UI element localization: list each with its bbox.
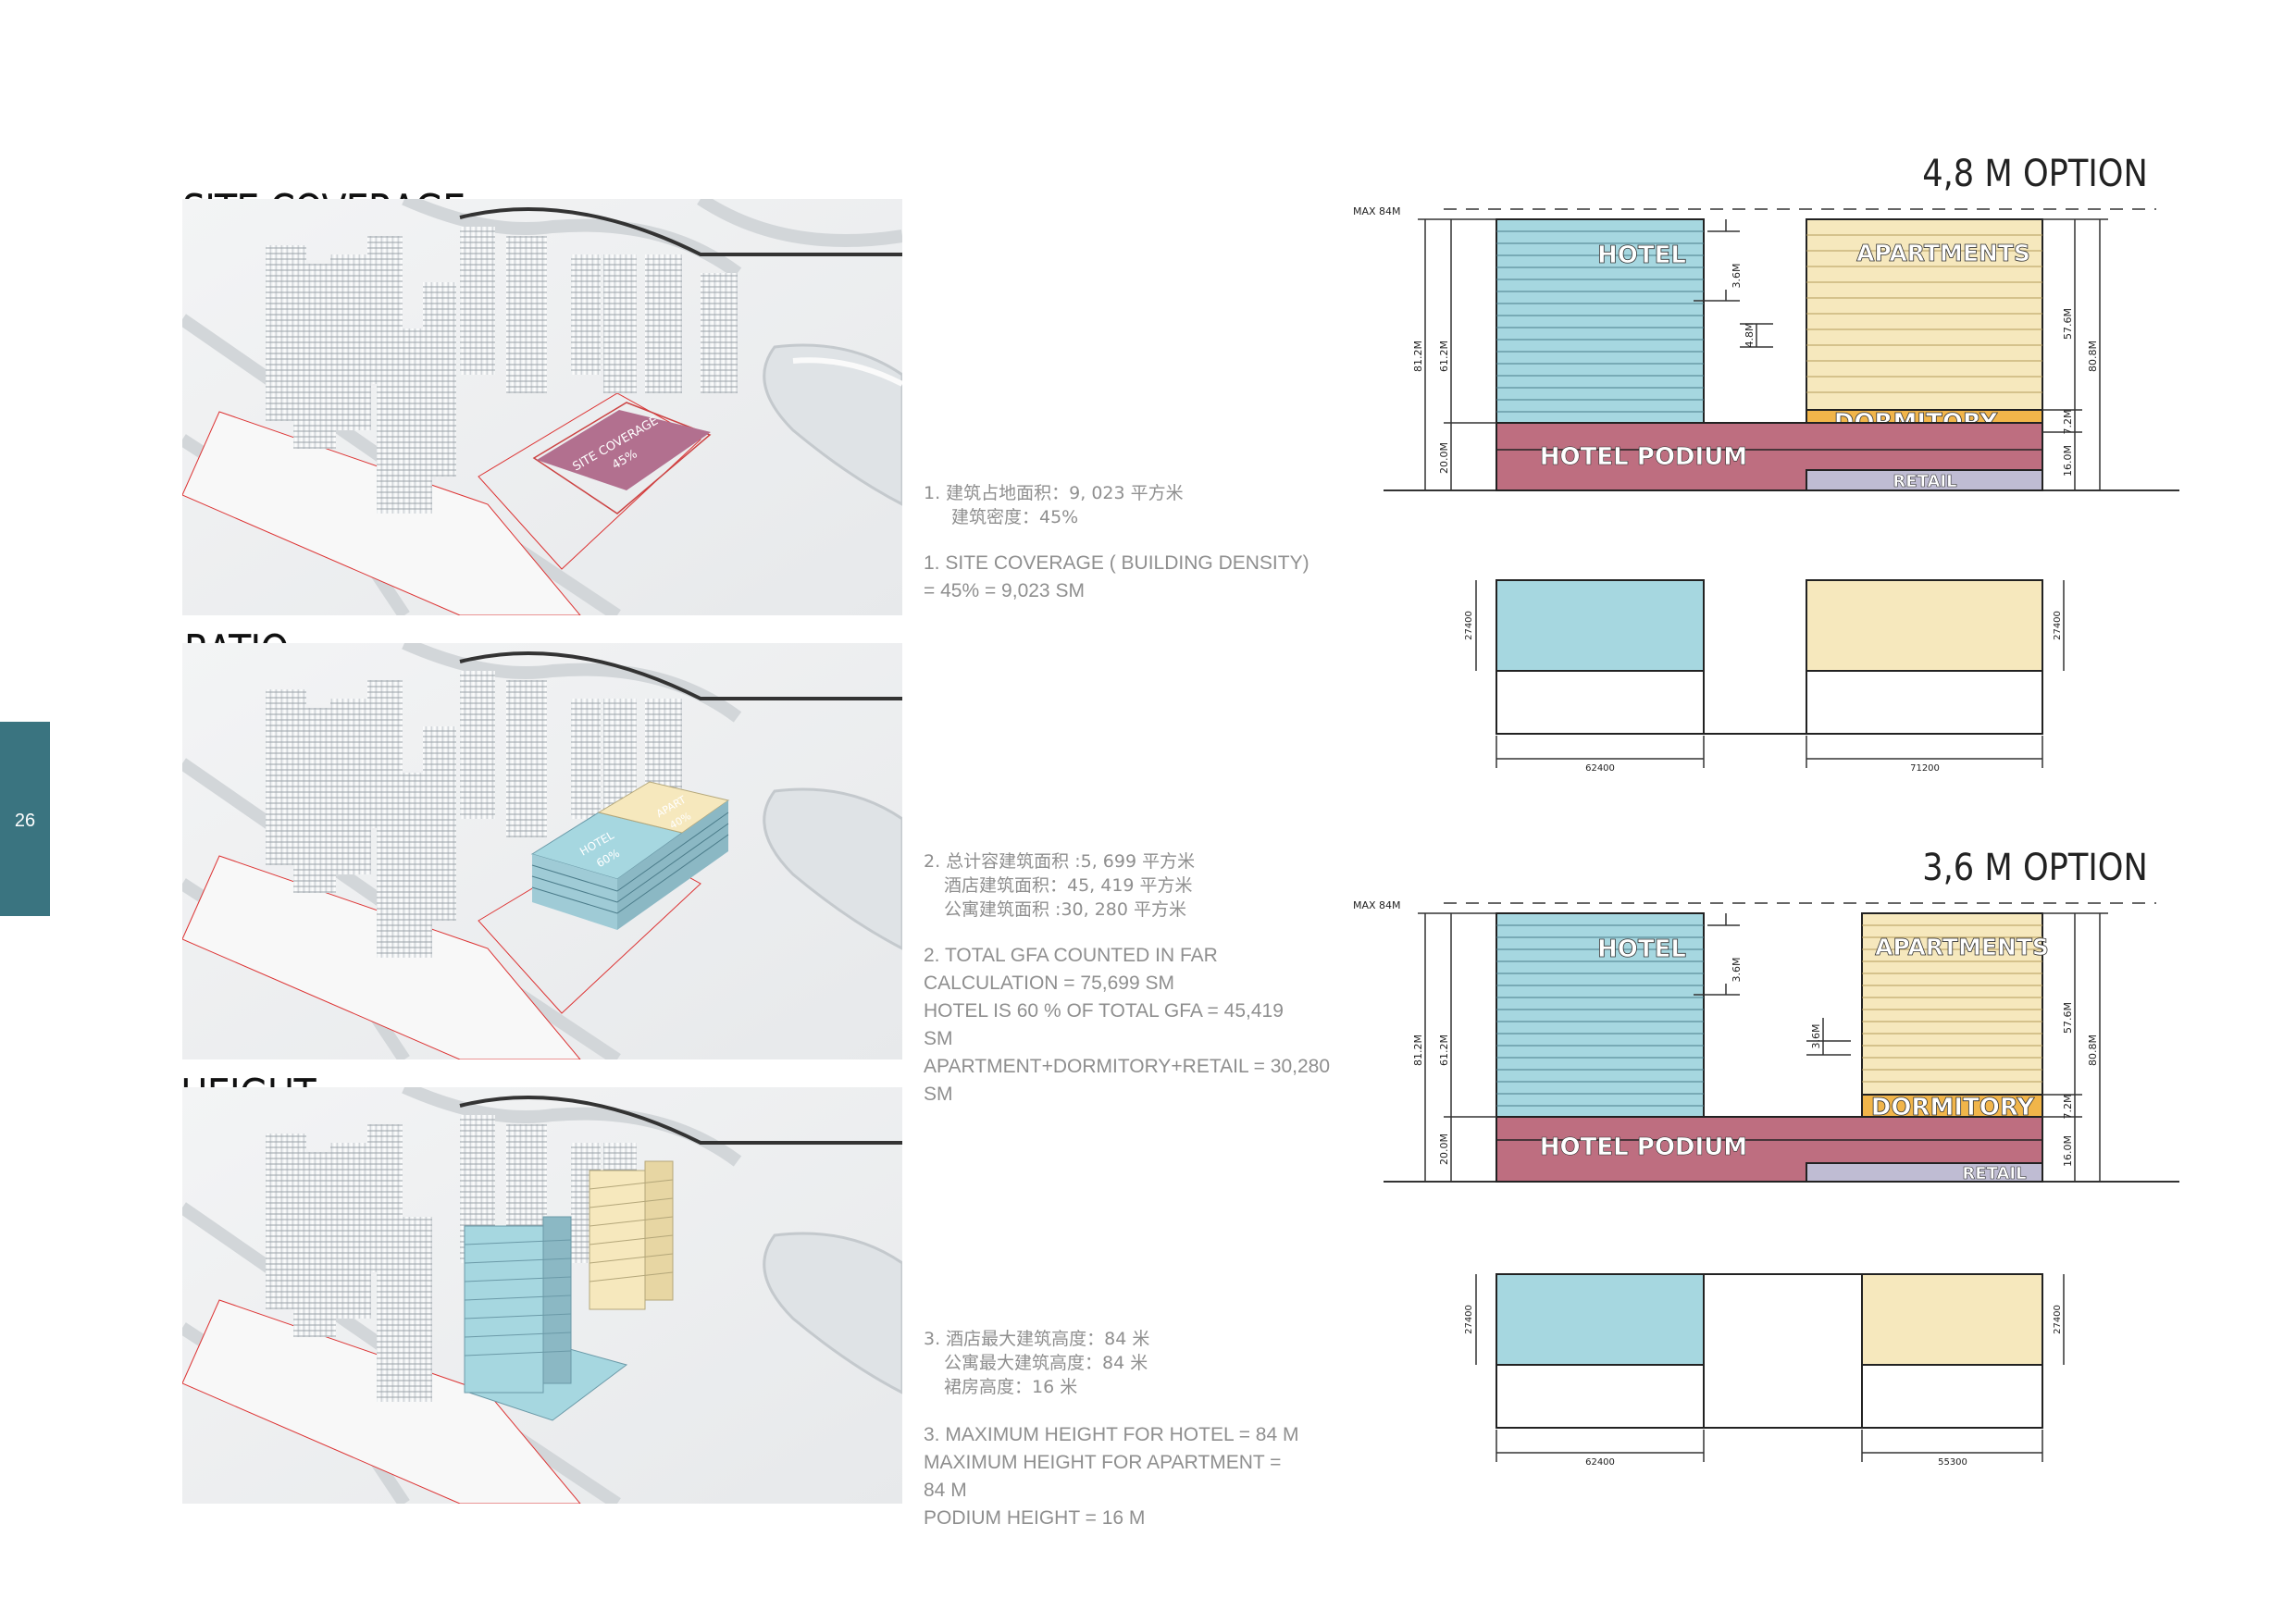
height-massing bbox=[464, 1160, 674, 1421]
max-height-label: MAX 84M bbox=[1353, 205, 1401, 217]
hotel-tower bbox=[1496, 218, 1705, 424]
dim-16-0: 16.0M bbox=[2062, 1135, 2074, 1167]
option-2-plan: 62400 55300 27400 27400 bbox=[1464, 1273, 2065, 1468]
dim-floor-apt: 4.8M bbox=[1744, 323, 1756, 348]
note-3-en-line: MAXIMUM HEIGHT FOR APARTMENT = bbox=[924, 1452, 1282, 1473]
tower-cluster bbox=[266, 227, 738, 514]
apartments-block bbox=[1861, 912, 2043, 1096]
max-height-label: MAX 84M bbox=[1353, 899, 1401, 911]
dim-61-2: 61.2M bbox=[1438, 1035, 1450, 1066]
note-2-cn-line: 2. 总计容建筑面积 :5, 699 平方米 bbox=[924, 851, 1196, 872]
dim-floor-apt: 3.6M bbox=[1810, 1024, 1822, 1049]
site-coverage-render: SITE COVERAGE 45% bbox=[182, 199, 902, 615]
retail-block bbox=[1806, 1162, 2043, 1183]
dim-81-2: 81.2M bbox=[1412, 341, 1424, 372]
apartments-label: APARTMENTS bbox=[1875, 934, 2049, 960]
note-2-en-line: APARTMENT+DORMITORY+RETAIL = 30,280 bbox=[924, 1056, 1331, 1077]
plan-hotel bbox=[1496, 1273, 1705, 1366]
plan-width-right: 55300 bbox=[1938, 1457, 1967, 1468]
note-2-en-line: 2. TOTAL GFA COUNTED IN FAR bbox=[924, 945, 1218, 966]
plan-apartments bbox=[1806, 579, 2043, 672]
note-2-en-line: SM bbox=[924, 1084, 953, 1105]
note-1-cn-line: 建筑密度：45% bbox=[951, 507, 1079, 527]
retail-label: RETAIL bbox=[1893, 472, 1956, 491]
dim-floor-hotel: 3.6M bbox=[1731, 958, 1743, 983]
dim-16-0: 16.0M bbox=[2062, 445, 2074, 477]
site-coverage-footprint bbox=[537, 410, 711, 490]
dim-7-2: 7.2M bbox=[2062, 410, 2074, 435]
note-3-cn: 3. 酒店最大建筑高度：84 米 公寓最大建筑高度：84 米 裙房高度：16 米 bbox=[924, 1327, 1149, 1399]
note-1-cn: 1. 建筑占地面积：9, 023 平方米 建筑密度：45% bbox=[924, 481, 1184, 529]
note-1-cn-line: 1. 建筑占地面积：9, 023 平方米 bbox=[924, 483, 1184, 503]
plan-hotel bbox=[1496, 579, 1705, 672]
page-number-tab: 26 bbox=[0, 722, 50, 916]
dim-7-2: 7.2M bbox=[2062, 1095, 2074, 1120]
dim-57-6: 57.6M bbox=[2062, 1002, 2074, 1034]
plan-depth-left: 27400 bbox=[1464, 1305, 1474, 1334]
plan-depth-right: 27400 bbox=[2053, 1305, 2063, 1334]
note-1-en-line: 1. SITE COVERAGE ( BUILDING DENSITY) bbox=[924, 552, 1309, 574]
hotel-podium-label: HOTEL PODIUM bbox=[1540, 443, 1747, 471]
note-3-en: 3. MAXIMUM HEIGHT FOR HOTEL = 84 M MAXIM… bbox=[924, 1421, 1298, 1532]
note-3-cn-line: 裙房高度：16 米 bbox=[944, 1377, 1078, 1397]
plan-depth-right: 27400 bbox=[2053, 611, 2063, 640]
dim-57-6: 57.6M bbox=[2062, 308, 2074, 340]
option-2-section: MAX 84M HOTEL APARTMENTS DORMITORY HOTEL… bbox=[1353, 899, 2179, 1183]
note-2-cn: 2. 总计容建筑面积 :5, 699 平方米 酒店建筑面积：45, 419 平方… bbox=[924, 849, 1195, 922]
page-number: 26 bbox=[14, 811, 36, 831]
note-3-en-line: 3. MAXIMUM HEIGHT FOR HOTEL = 84 M bbox=[924, 1424, 1299, 1445]
dim-80-8: 80.8M bbox=[2087, 341, 2099, 372]
note-1-en: 1. SITE COVERAGE ( BUILDING DENSITY) = 4… bbox=[924, 550, 1309, 605]
note-2-en: 2. TOTAL GFA COUNTED IN FAR CALCULATION … bbox=[924, 942, 1330, 1109]
note-3-en-line: PODIUM HEIGHT = 16 M bbox=[924, 1507, 1146, 1529]
plan-width-right: 71200 bbox=[1910, 763, 1940, 774]
dim-20-0: 20.0M bbox=[1438, 1134, 1450, 1165]
option-2-title: 3,6 M OPTION bbox=[1922, 847, 2148, 889]
ratio-block bbox=[530, 781, 730, 930]
dim-80-8: 80.8M bbox=[2087, 1035, 2099, 1066]
ratio-render: HOTEL 60% APART 40% bbox=[182, 643, 902, 1059]
plan-apartments bbox=[1861, 1273, 2043, 1366]
hotel-label: HOTEL bbox=[1597, 935, 1686, 963]
note-2-en-line: SM bbox=[924, 1028, 953, 1049]
option-1-section: MAX 84M HOTEL APARTMENTS DORMITORY HOTEL… bbox=[1353, 205, 2179, 491]
apartments-label: APARTMENTS bbox=[1856, 240, 2030, 266]
note-3-cn-line: 3. 酒店最大建筑高度：84 米 bbox=[924, 1329, 1150, 1349]
retail-label: RETAIL bbox=[1962, 1164, 2026, 1183]
option-1-title: 4,8 M OPTION bbox=[1922, 153, 2148, 195]
note-3-en-line: 84 M bbox=[924, 1480, 967, 1501]
note-2-cn-line: 酒店建筑面积：45, 419 平方米 bbox=[944, 875, 1193, 896]
plan-depth-left: 27400 bbox=[1464, 611, 1474, 640]
retail-block bbox=[1806, 469, 2043, 491]
plan-width-left: 62400 bbox=[1585, 763, 1615, 774]
height-render bbox=[182, 1087, 902, 1504]
hotel-podium-label: HOTEL PODIUM bbox=[1540, 1134, 1747, 1161]
dim-floor-hotel: 3.6M bbox=[1731, 264, 1743, 289]
note-3-cn-line: 公寓最大建筑高度：84 米 bbox=[944, 1353, 1148, 1373]
plan-width-left: 62400 bbox=[1585, 1457, 1615, 1468]
dim-61-2: 61.2M bbox=[1438, 341, 1450, 372]
dim-20-0: 20.0M bbox=[1438, 442, 1450, 474]
dim-81-2: 81.2M bbox=[1412, 1035, 1424, 1066]
note-2-en-line: HOTEL IS 60 % OF TOTAL GFA = 45,419 bbox=[924, 1000, 1284, 1022]
note-2-cn-line: 公寓建筑面积 :30, 280 平方米 bbox=[944, 899, 1187, 920]
note-1-en-line: = 45% = 9,023 SM bbox=[924, 580, 1085, 601]
option-1-plan: 62400 71200 27400 27400 bbox=[1464, 579, 2065, 774]
dormitory-block bbox=[1861, 1094, 2043, 1118]
hotel-label: HOTEL bbox=[1597, 242, 1686, 269]
note-2-en-line: CALCULATION = 75,699 SM bbox=[924, 973, 1174, 994]
